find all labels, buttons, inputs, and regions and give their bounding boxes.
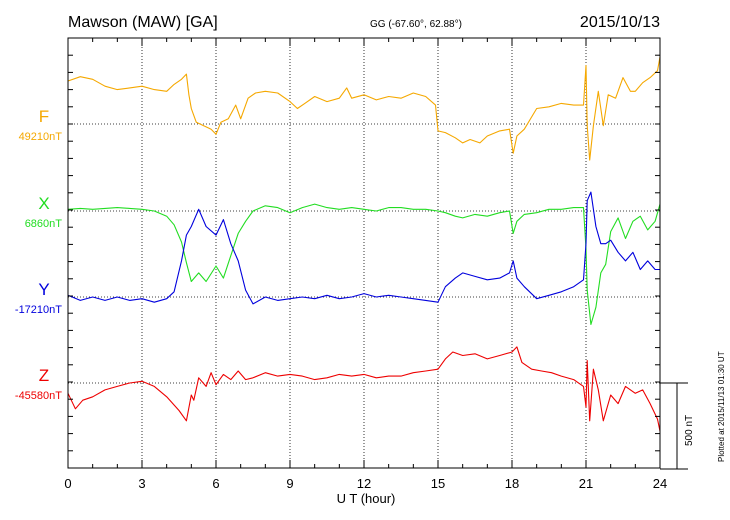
- series-line-z: [67, 346, 661, 432]
- axis-layer: 0 3 6 9 12 15 18 21 24 F 49210nT X 6860nT Y -17210nT Z -…: [15, 37, 688, 491]
- baseline-label-z: -45580nT: [15, 390, 62, 402]
- grid-layer: [68, 38, 660, 468]
- x-tick-label: 24: [653, 476, 667, 491]
- series-line-f: [67, 56, 661, 161]
- series-name-f: F: [39, 107, 49, 126]
- station-title: Mawson (MAW) [GA]: [68, 14, 218, 31]
- x-tick-label: 6: [212, 476, 219, 491]
- baseline-label-x: 6860nT: [25, 218, 63, 230]
- series-line-y: [67, 191, 660, 305]
- baseline-label-y: -17210nT: [15, 304, 62, 316]
- x-tick-label: 15: [431, 476, 445, 491]
- series-line-x: [67, 203, 661, 326]
- x-tick-label: 0: [64, 476, 71, 491]
- x-tick-label: 9: [286, 476, 293, 491]
- x-tick-label: 3: [138, 476, 145, 491]
- plotted-note: Plotted at 2015/11/13 01:30 UT: [717, 351, 726, 462]
- series-name-y: Y: [38, 280, 49, 299]
- x-tick-label: 21: [579, 476, 593, 491]
- x-axis-title: U T (hour): [337, 491, 396, 506]
- series-name-x: X: [38, 194, 49, 213]
- date-label: 2015/10/13: [580, 14, 660, 31]
- baseline-label-f: 49210nT: [19, 131, 63, 143]
- x-tick-label: 12: [357, 476, 371, 491]
- x-tick-label: 18: [505, 476, 519, 491]
- plot-frame: [67, 37, 661, 469]
- scale-bar-label: 500 nT: [684, 415, 695, 446]
- series-layer: [67, 56, 661, 432]
- series-name-z: Z: [39, 366, 49, 385]
- coordinates-label: GG (-67.60°, 62.88°): [370, 19, 462, 30]
